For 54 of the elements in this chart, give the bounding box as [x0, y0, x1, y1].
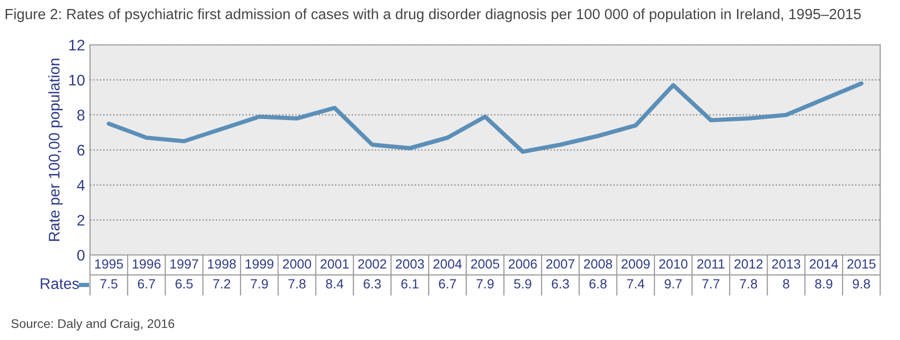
line-series — [106, 81, 864, 154]
x-tick-label: 1997 — [170, 259, 198, 269]
data-label: 7.8 — [740, 279, 758, 288]
data-label: 6.1 — [401, 279, 418, 288]
x-tick-label: 1998 — [208, 259, 236, 269]
y-tick-label: 12 — [69, 40, 84, 50]
x-tick-label: 1995 — [95, 259, 123, 269]
data-label: 7.9 — [250, 279, 268, 288]
data-label: 8 — [783, 279, 790, 288]
x-tick-label: 2013 — [772, 259, 800, 269]
x-tick-label: 2015 — [847, 259, 876, 269]
data-label: 8.9 — [815, 279, 832, 288]
data-label: 8.4 — [326, 279, 344, 288]
chart-title: Figure 2: Rates of psychiatric first admission of cases with a drug disorder diagnosis per 100 000 of population in Ireland, 1995–2015 — [6, 8, 861, 22]
data-label: 7.2 — [213, 279, 230, 288]
x-tick-label: 2008 — [584, 259, 612, 269]
y-tick-label: 2 — [77, 214, 84, 226]
data-label: 6.8 — [589, 279, 607, 288]
data-label: 6.3 — [552, 279, 569, 288]
x-tick-label: 2010 — [659, 259, 688, 269]
data-label: 7.9 — [476, 279, 494, 288]
y-tick-label: 8 — [77, 110, 84, 121]
data-label: 5.9 — [514, 279, 532, 288]
data-label: 7.7 — [702, 279, 720, 288]
x-tick-label: 2003 — [396, 259, 424, 269]
y-tick-label: 10 — [69, 74, 85, 86]
data-label: 9.7 — [664, 279, 682, 288]
x-tick-label: 2000 — [282, 259, 312, 269]
data-label: 9.8 — [852, 279, 870, 288]
x-tick-label: 2007 — [546, 259, 574, 269]
x-tick-label: 2002 — [358, 259, 386, 269]
y-tick-label: 6 — [77, 144, 84, 156]
x-tick-label: 1996 — [132, 259, 161, 269]
data-label: 6.7 — [138, 279, 155, 288]
data-label: 7.8 — [288, 279, 306, 288]
legend-label: Rates — [40, 278, 79, 290]
data-label: 6.3 — [364, 279, 381, 288]
source-note: Source: Daly and Craig, 2016 — [11, 318, 174, 331]
x-tick-label: 2005 — [471, 259, 500, 269]
x-tick-label: 2011 — [697, 259, 724, 269]
y-tick-label: 4 — [76, 180, 85, 190]
x-tick-label: 2004 — [433, 259, 462, 269]
data-label: 7.4 — [627, 279, 644, 288]
y-axis-title: Rate per 100,00 population — [48, 58, 63, 241]
data-label: 7.5 — [100, 279, 118, 288]
x-tick-label: 2009 — [622, 259, 650, 269]
y-tick-label: 0 — [77, 250, 85, 261]
x-tick-label: 2012 — [734, 259, 763, 269]
data-label: 6.5 — [176, 279, 193, 288]
data-label: 6.7 — [438, 279, 456, 288]
x-tick-label: 2001 — [320, 259, 349, 269]
x-tick-label: 2014 — [810, 259, 838, 269]
x-tick-label: 1999 — [246, 259, 274, 269]
x-tick-label: 2006 — [508, 259, 537, 269]
